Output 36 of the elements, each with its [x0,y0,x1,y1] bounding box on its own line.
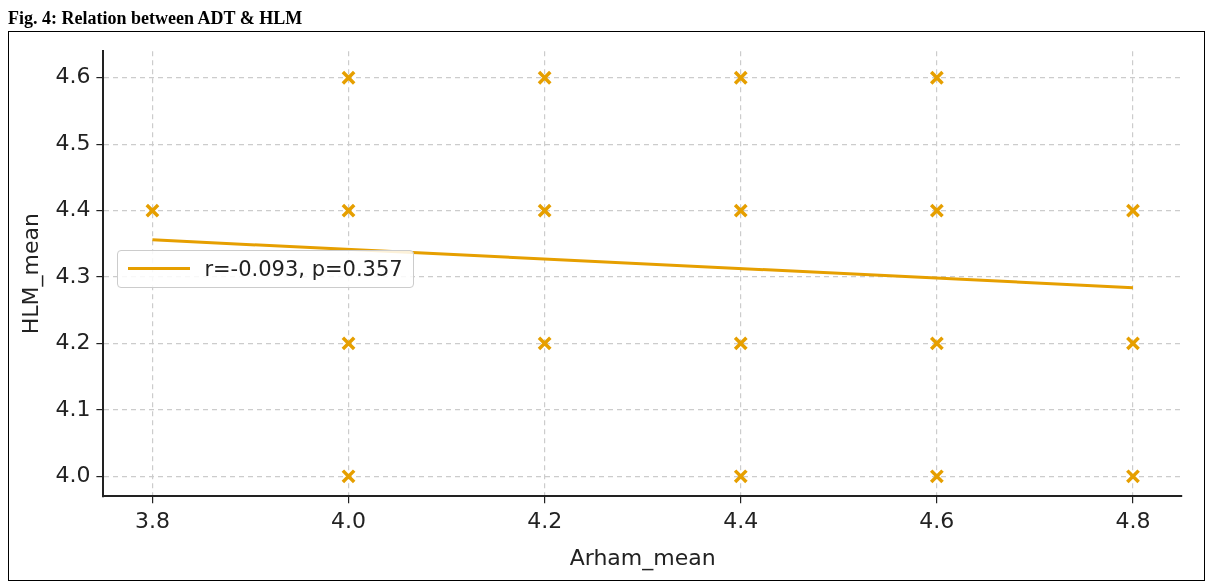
x-tick-label: 4.8 [1115,508,1151,534]
point [929,468,945,484]
x-tick-label: 4.6 [919,508,955,534]
y-tick-label: 4.2 [55,329,91,355]
point [1125,468,1141,484]
y-tick-label: 4.5 [55,129,91,155]
x-tick-label: 4.0 [331,508,367,534]
chart-title: Fig. 4: Relation between ADT & HLM [8,8,304,29]
x-axis-title: Arham_mean [569,544,716,571]
point [1125,203,1141,219]
y-tick-label: 4.0 [55,461,91,487]
y-tick-label: 4.6 [55,63,91,89]
point [733,468,749,484]
point [733,203,749,219]
y-tick-label: 4.4 [55,196,91,222]
point [733,336,749,351]
point [929,203,945,219]
point [341,336,356,351]
point [341,70,356,86]
point [537,70,553,86]
y-tick-label: 4.1 [55,395,91,421]
point [537,203,553,219]
point [733,70,749,86]
x-tick-label: 3.8 [134,508,170,534]
x-tick-label: 4.4 [723,508,759,534]
legend-label: r=-0.093, p=0.357 [204,256,403,281]
point [929,336,945,351]
x-tick-label: 4.2 [527,508,563,534]
y-tick-label: 4.3 [55,262,91,288]
point [1125,336,1141,351]
point [929,70,945,86]
point [537,336,553,351]
point [341,468,356,484]
point [341,203,356,219]
y-axis-title: HLM_mean [17,213,44,335]
point [145,203,160,219]
